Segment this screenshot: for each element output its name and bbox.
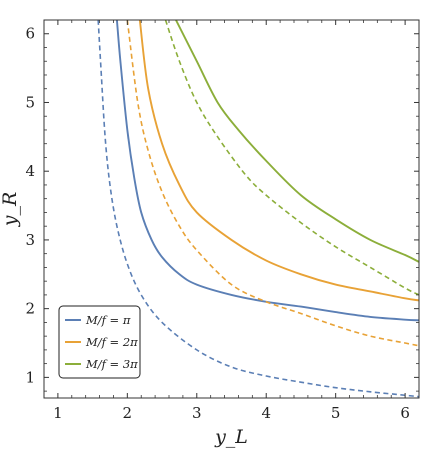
series-line-3-solid (138, 20, 419, 302)
y-axis-label: y_R (0, 192, 21, 228)
y-tick-label: 4 (25, 162, 35, 180)
x-tick-label: 3 (192, 404, 202, 422)
x-tick-label: 6 (400, 404, 410, 422)
legend-label: M/f = π (85, 313, 131, 327)
x-tick-label: 5 (331, 404, 341, 422)
x-tick-label: 4 (261, 404, 271, 422)
axis-layer: 1 2 3 4 5 6 1 2 3 4 5 6 (25, 19, 420, 422)
legend-label: M/f = 3π (85, 357, 138, 371)
y-tick-label: 2 (25, 300, 35, 318)
series-line-5-solid (175, 20, 419, 263)
y-tick-label: 5 (25, 93, 35, 111)
series-layer (97, 20, 419, 398)
legend: M/f = π M/f = 2π M/f = 3π (58, 305, 141, 379)
y-tick-label: 3 (25, 231, 35, 249)
series-line-1-solid (115, 20, 419, 322)
series-line-6-dashed (164, 20, 419, 296)
x-tick-label: 2 (123, 404, 133, 422)
plot-frame (43, 19, 420, 399)
y-tick-label: 1 (25, 368, 35, 386)
legend-label: M/f = 2π (85, 335, 138, 349)
series-line-4-dashed (126, 20, 419, 347)
legend-box (58, 305, 141, 379)
y-tick-label: 6 (25, 25, 35, 43)
x-tick-label: 1 (53, 404, 63, 422)
series-line-2-dashed (97, 20, 419, 398)
x-axis-label: y_L (214, 426, 248, 448)
